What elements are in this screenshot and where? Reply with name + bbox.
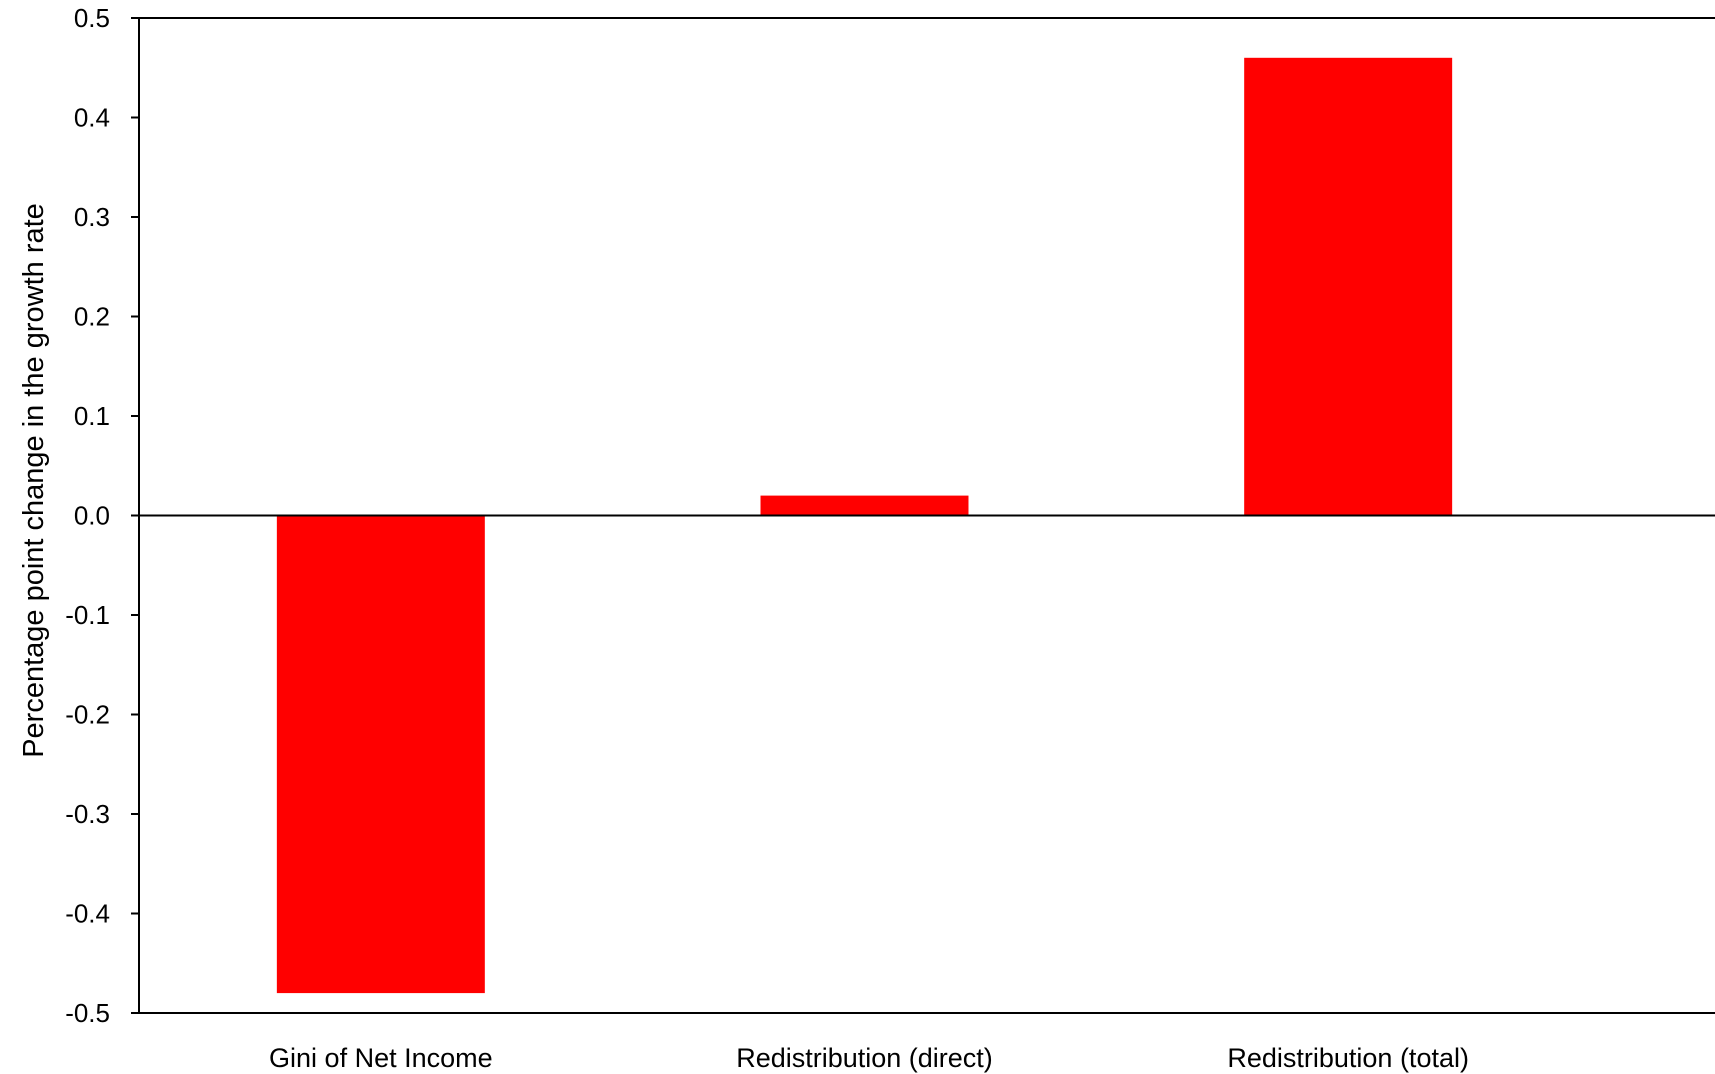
- bar: [276, 515, 485, 994]
- y-tick-label: -0.1: [65, 600, 110, 630]
- y-tick-label: 0.0: [74, 501, 110, 531]
- y-tick-label: -0.4: [65, 899, 110, 929]
- y-tick-label: 0.2: [74, 302, 110, 332]
- x-category-label: Gini of Net Income: [269, 1043, 493, 1073]
- y-tick-label: -0.5: [65, 998, 110, 1028]
- y-tick-label: 0.1: [74, 401, 110, 431]
- bar: [760, 495, 969, 516]
- y-tick-label: -0.2: [65, 700, 110, 730]
- y-tick-label: 0.4: [74, 103, 110, 133]
- y-axis-ticks: 0.5 0.4 0.3 0.2 0.1 0.0 -0.1 -0.2 -0.3 -0.4 -0.5: [65, 3, 139, 1028]
- plot-area: [138, 17, 1715, 1014]
- x-category-label: Redistribution (direct): [736, 1043, 993, 1073]
- x-category-label: Redistribution (total): [1227, 1043, 1469, 1073]
- y-tick-label: 0.5: [74, 3, 110, 33]
- y-tick-label: -0.3: [65, 799, 110, 829]
- y-tick-label: 0.3: [74, 202, 110, 232]
- bars-group: [276, 57, 1453, 994]
- bar: [1244, 57, 1453, 516]
- x-axis-labels: Gini of Net Income Redistribution (direct…: [269, 1043, 1469, 1073]
- y-axis-title: Percentage point change in the growth ra…: [18, 203, 50, 758]
